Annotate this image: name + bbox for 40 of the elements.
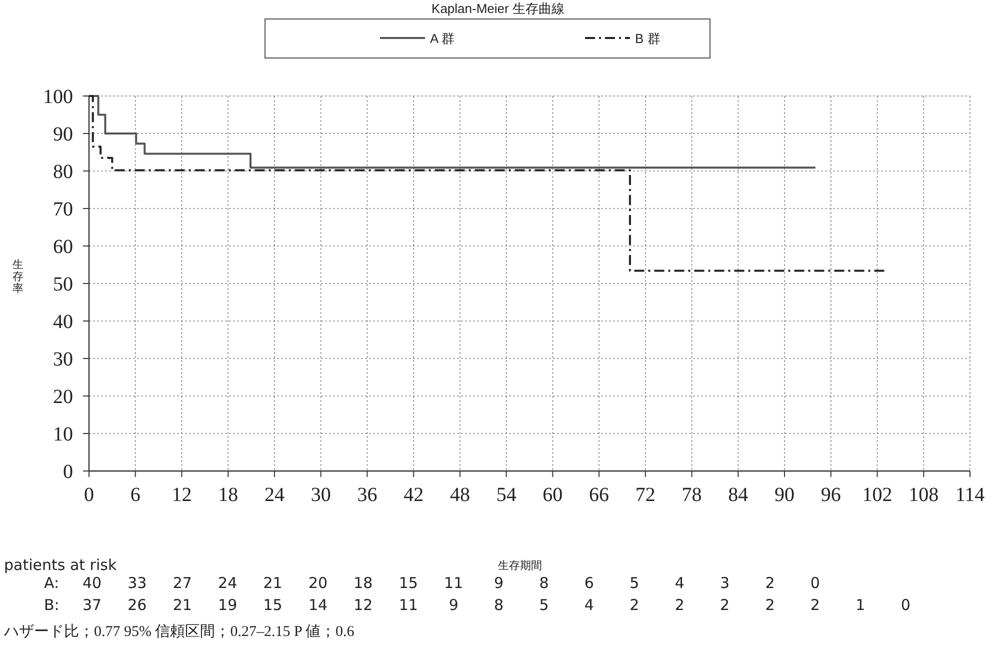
x-tick-label: 54 — [496, 484, 516, 506]
x-tick-label: 18 — [218, 484, 238, 506]
y-axis-title: 生存率 — [12, 258, 24, 295]
x-tick-label: 90 — [774, 484, 795, 506]
text: ハザード比；0.77 95% 信頼区間；0.27–2.15 P 値；0.6 — [3, 623, 355, 640]
y-tick-label: 50 — [53, 274, 73, 296]
y-tick-label: 40 — [53, 311, 73, 333]
y-tick-label: 20 — [53, 386, 73, 408]
x-tick-label: 24 — [264, 484, 284, 506]
x-tick-label: 84 — [728, 484, 748, 506]
x-tick-label: 72 — [635, 484, 656, 506]
x-tick-label: 96 — [820, 484, 841, 506]
y-tick-label: 90 — [53, 124, 73, 146]
x-tick-label: 6 — [130, 484, 140, 506]
x-tick-label: 0 — [84, 484, 94, 506]
x-tick-label: 60 — [542, 484, 563, 506]
x-tick-label: 12 — [172, 484, 192, 506]
x-tick-label: 114 — [955, 484, 985, 506]
y-tick-label: 0 — [63, 461, 73, 483]
y-tick-label: 10 — [53, 424, 73, 446]
x-tick-label: 102 — [862, 484, 892, 506]
y-tick-label: 100 — [43, 86, 73, 108]
chart-title: Kaplan-Meier 生存曲線 — [432, 1, 564, 16]
x-tick-label: 42 — [404, 484, 424, 506]
y-tick-label: 70 — [53, 198, 73, 220]
y-tick-label: 80 — [53, 161, 73, 183]
x-tick-label: 66 — [589, 484, 610, 506]
text: patients at risk — [4, 556, 117, 574]
legend-label: A 群 — [430, 31, 455, 46]
x-tick-label: 36 — [357, 484, 378, 506]
x-tick-label: 48 — [450, 484, 470, 506]
y-tick-label: 60 — [53, 236, 73, 258]
text: A: 40 33 27 24 21 20 18 15 11 9 8 6 5 4 3 2 0 — [44, 574, 820, 592]
y-tick-label: 30 — [53, 348, 73, 370]
x-tick-label: 30 — [310, 484, 331, 506]
x-tick-label: 78 — [682, 484, 702, 506]
text: B: 37 26 21 19 15 14 12 11 9 8 5 4 2 2 2 2 2 1 0 — [44, 596, 910, 614]
x-tick-label: 108 — [908, 484, 939, 506]
legend-label: B 群 — [635, 31, 660, 46]
x-axis-title: 生存期間 — [498, 559, 542, 572]
